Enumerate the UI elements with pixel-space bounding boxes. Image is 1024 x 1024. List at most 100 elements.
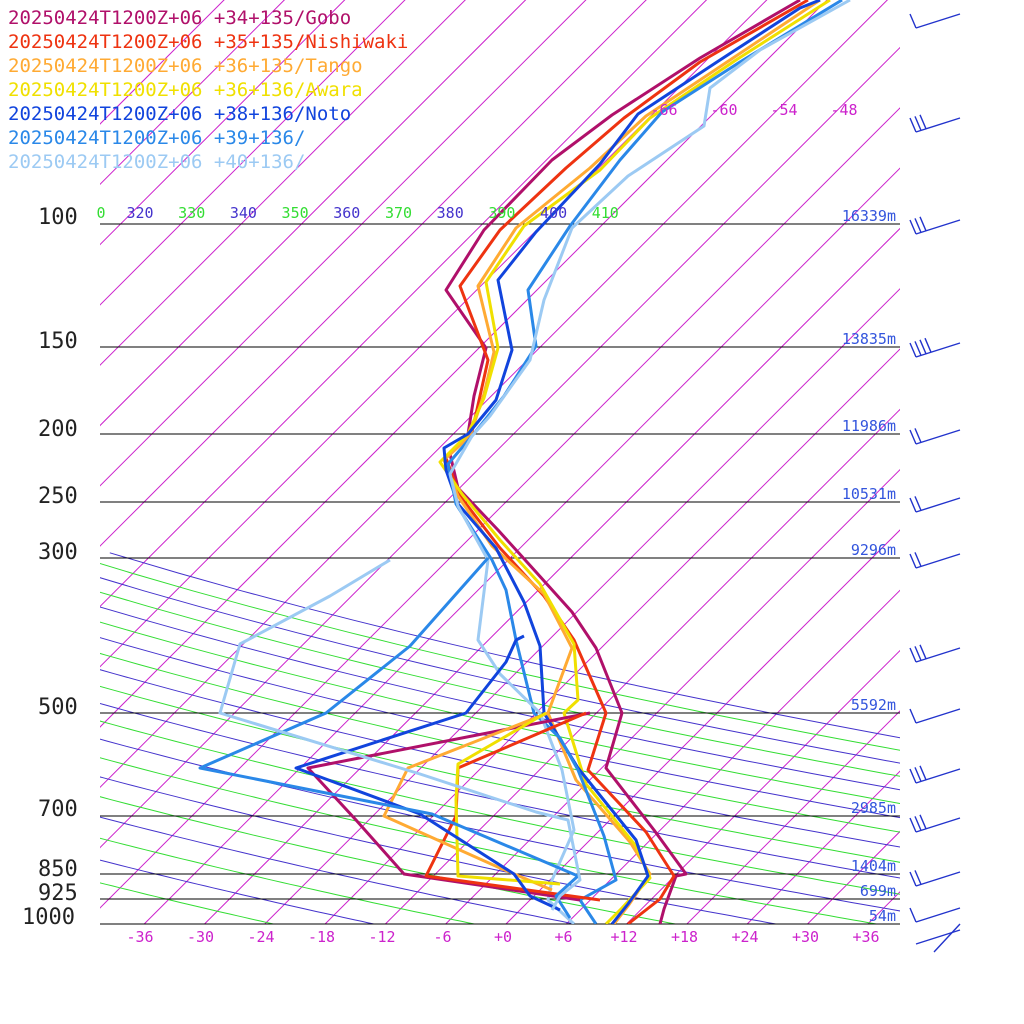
theta-curve [100, 816, 575, 924]
legend-entry: 20250424T1200Z+06 +36+135/Tango [8, 55, 363, 77]
isotherm-line [686, 710, 900, 924]
theta-curve [100, 577, 900, 764]
theta-label: 350 [282, 204, 309, 222]
isotherm-line [100, 0, 647, 547]
isotherm-line [143, 167, 900, 924]
height-label: 16339m [842, 207, 896, 225]
legend-entry: 20250424T1200Z+06 +35+135/Nishiwaki [8, 31, 408, 53]
theta-label: 0 [96, 204, 105, 222]
temperature-tick-label: +12 [610, 928, 637, 946]
legend-entry: 20250424T1200Z+06 +40+136/ [8, 151, 305, 173]
temperature-tick-label: +6 [554, 928, 572, 946]
legend: 20250424T1200Z+06 +34+135/Gobo20250424T1… [8, 7, 408, 173]
height-label: 5592m [851, 696, 896, 714]
theta-curve [100, 685, 900, 863]
theta-label: 330 [178, 204, 205, 222]
theta-label: 390 [488, 204, 515, 222]
pressure-label: 1000 [22, 905, 75, 930]
isotherm-line [100, 46, 900, 849]
temperature-tick-label: +0 [494, 928, 512, 946]
isotherm-line [100, 0, 286, 186]
theta-curve [100, 859, 374, 924]
theta-curve [100, 637, 900, 819]
temperature-tick-label: +36 [852, 928, 879, 946]
temperature-tick-label: +18 [671, 928, 698, 946]
wind-barb-icon [909, 337, 961, 358]
height-label: 699m [860, 882, 896, 900]
isotherm-line [565, 589, 900, 924]
isotherm-line [324, 348, 900, 924]
theta-label: 360 [333, 204, 360, 222]
pressure-label: 500 [38, 695, 78, 720]
isotherm-line [100, 0, 889, 789]
temperature-profile-line [438, 0, 831, 924]
theta-curve [100, 702, 900, 879]
wind-barb-icon [909, 708, 961, 724]
wind-barb-icon [909, 870, 961, 887]
pressure-label: 100 [38, 205, 78, 230]
theta-label: 320 [126, 204, 153, 222]
theta-curve [100, 738, 900, 912]
temperature-tick-label: -12 [368, 928, 395, 946]
height-label: 11986m [842, 417, 896, 435]
wind-barb-icon [909, 552, 961, 569]
theta-label: 340 [230, 204, 257, 222]
wind-barb-icon [909, 496, 961, 513]
isotherm-line [626, 649, 900, 924]
dewpoint-profile-line [294, 634, 561, 912]
theta-curve [100, 720, 900, 895]
height-label: 54m [869, 907, 896, 925]
theta-label: 400 [540, 204, 567, 222]
dewpoint-profile-line [218, 558, 582, 911]
isotherm-line [264, 288, 900, 924]
wind-barb-icon [909, 765, 961, 784]
dewpoint-profile-line [306, 711, 591, 902]
height-label: 9296m [851, 541, 896, 559]
isotherm-line [100, 0, 466, 366]
pressure-label: 200 [38, 417, 78, 442]
wind-barbs [909, 13, 961, 953]
theta-label: 410 [592, 204, 619, 222]
pressure-label: 250 [38, 484, 78, 509]
pressure-label: 925 [38, 881, 78, 906]
legend-entry: 20250424T1200Z+06 +39+136/ [8, 127, 305, 149]
temperature-tick-label: +24 [731, 928, 758, 946]
theta-curve [100, 606, 900, 791]
theta-label: 380 [437, 204, 464, 222]
theta-curve [100, 796, 676, 924]
isotherm-line [445, 468, 900, 924]
pressure-label: 700 [38, 797, 78, 822]
height-label: 2985m [851, 799, 896, 817]
isotherm-line [100, 0, 346, 246]
legend-entry: 20250424T1200Z+06 +34+135/Gobo [8, 7, 351, 29]
temperature-tick-label: -30 [187, 928, 214, 946]
dewpoint-profile-line [382, 711, 553, 892]
theta-curve [100, 669, 900, 848]
isotherm-label: -60 [710, 101, 737, 119]
wind-barb-icon [909, 114, 961, 133]
isotherm-line [100, 0, 406, 306]
wind-barb-icon [909, 428, 961, 445]
wind-barb-icon [909, 907, 961, 923]
dewpoint-profile-line [198, 557, 580, 919]
legend-entry: 20250424T1200Z+06 +36+136/Awara [8, 79, 363, 101]
height-label: 10531m [842, 485, 896, 503]
temperature-tick-label: -24 [247, 928, 274, 946]
wind-barb-icon [909, 216, 961, 235]
temperature-profile-line [442, 0, 821, 924]
isotherm-label: -48 [830, 101, 857, 119]
temperature-profiles [198, 0, 851, 924]
isotherm-line [100, 0, 527, 427]
isotherm-line [746, 770, 900, 924]
theta-curve [100, 591, 900, 777]
wind-barb-icon [909, 13, 961, 29]
isotherm-line [204, 227, 900, 924]
temperature-tick-label: -6 [433, 928, 451, 946]
theta-label: 370 [385, 204, 412, 222]
theta-curve [100, 562, 900, 751]
temperature-tick-label: +30 [792, 928, 819, 946]
isotherm-line [100, 0, 587, 487]
temperature-profile-line [444, 0, 801, 924]
isotherm-label: -54 [770, 101, 797, 119]
